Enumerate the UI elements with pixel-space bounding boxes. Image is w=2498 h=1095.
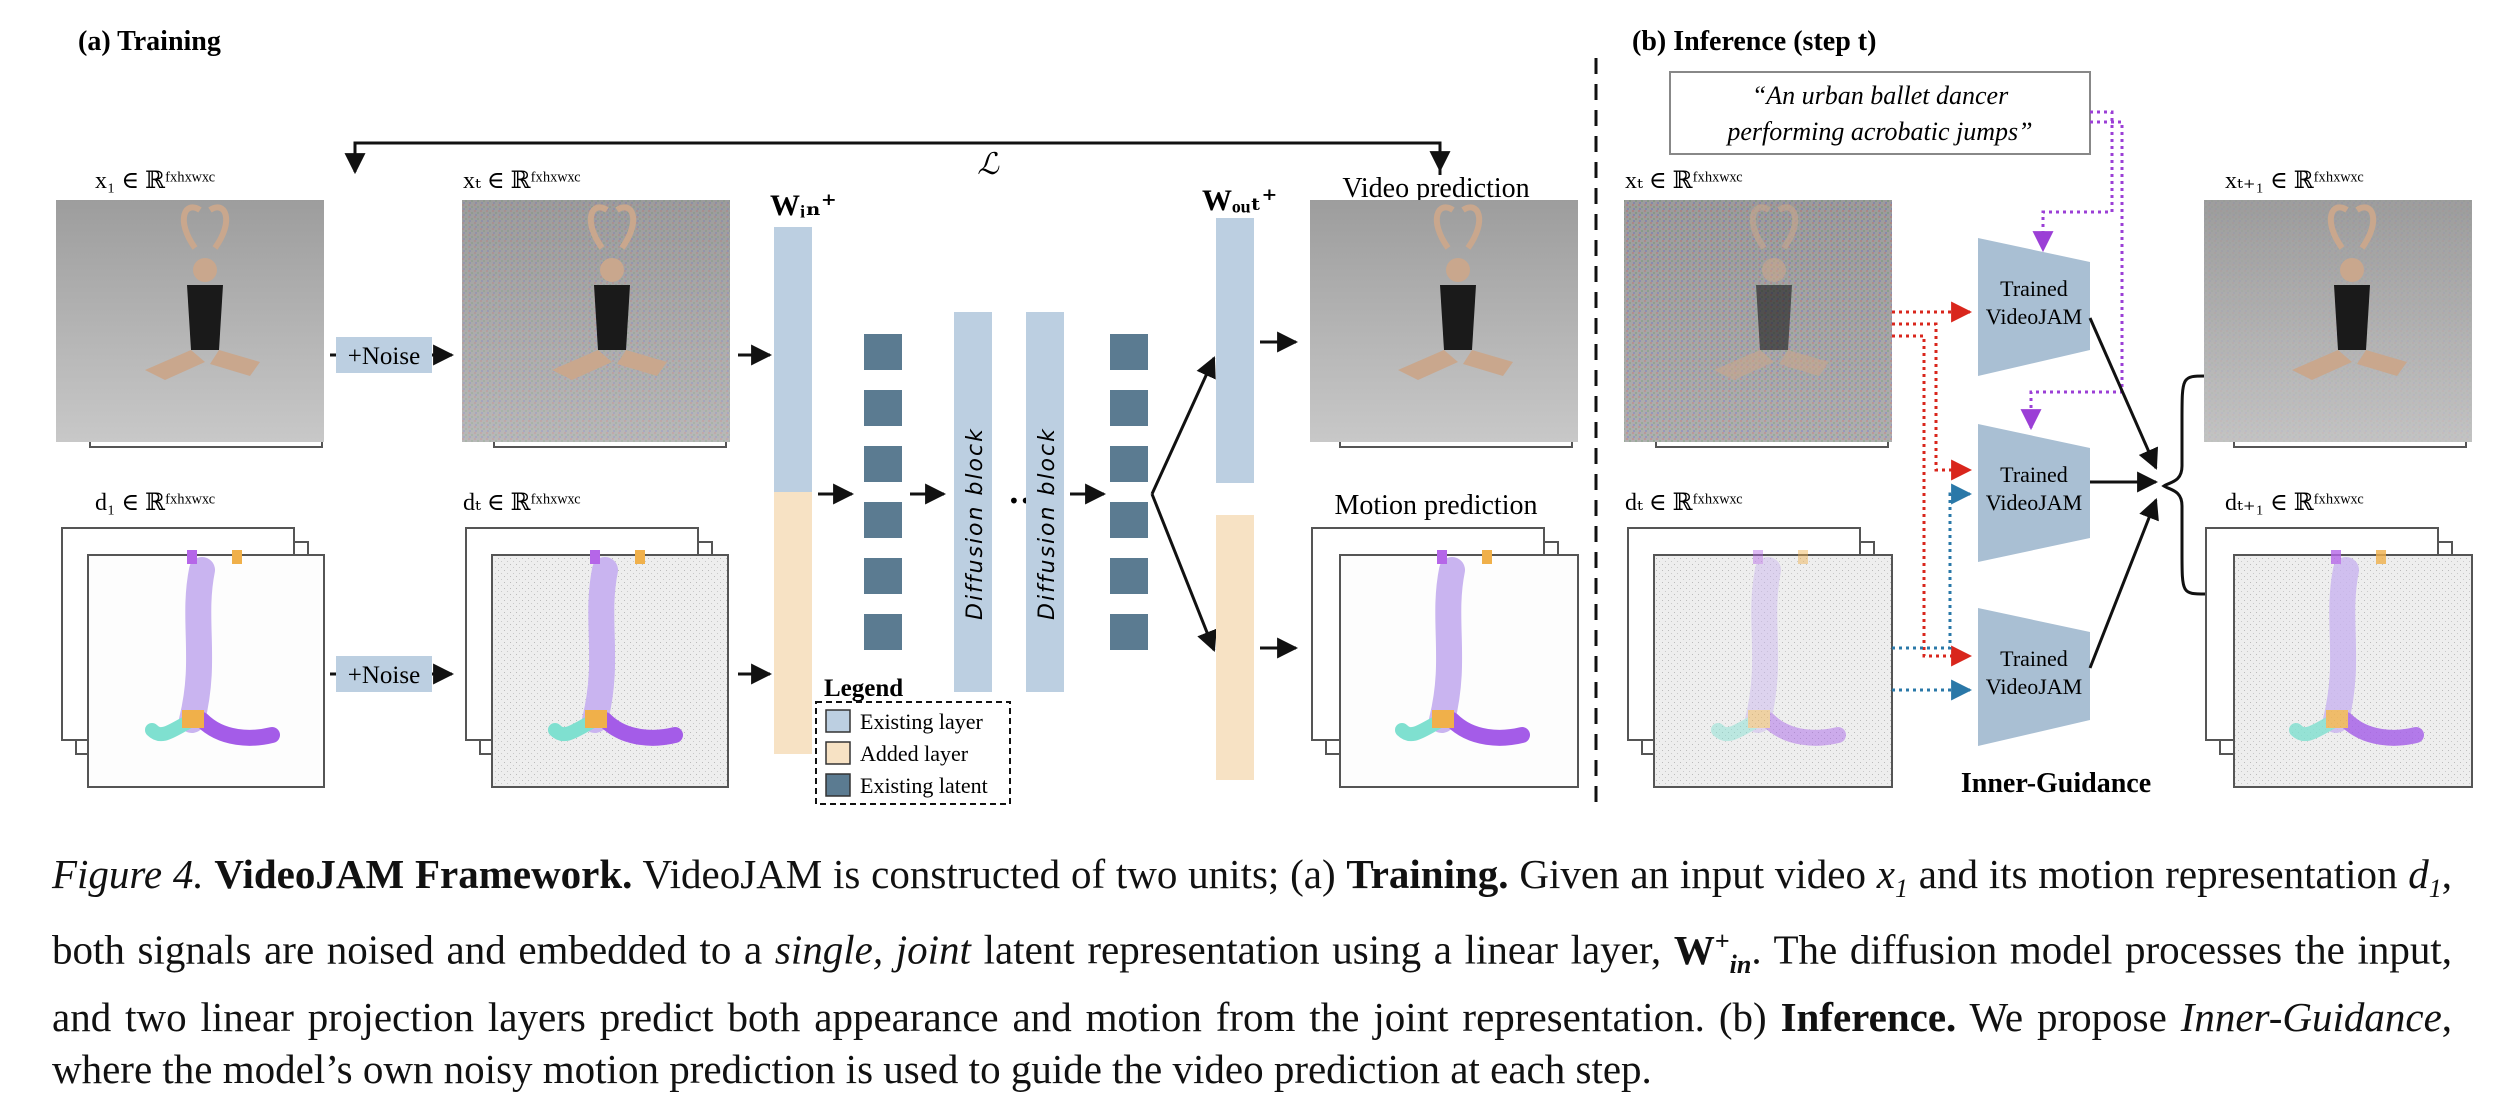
diffusion-block-2 [1026,312,1064,692]
trained-videojam-model-1: Trained VideoJAM [1978,238,2090,376]
caption-inference: Inference. [1780,994,1957,1041]
text-prompt-line-1: “An urban ballet dancer [1752,81,2009,110]
caption-figure-label: Figure 4. [52,851,204,897]
model-1-line-1: Trained [2000,276,2068,301]
dt1-output-motion-stack [2205,527,2473,788]
framework-figure: (a) Training ℒ x₁ ∈ ℝᶠˣʰˣʷˣᶜ xₜ ∈ ℝᶠˣʰˣʷ… [56,26,2473,808]
model-1-line-2: VideoJAM [1986,304,2082,329]
caption-title: VideoJAM Framework. [214,851,633,897]
w-out-label: Wₒᵤₜ⁺ [1202,184,1277,217]
caption-s5: latent representation using a linear lay… [983,926,1662,973]
dt-inference-motion-stack [1627,527,1893,788]
video-prediction-label: Video prediction [1342,173,1529,204]
x1-video-stack [56,200,324,448]
w-out-existing-layer [1216,218,1254,483]
dt-inference-label: dₜ ∈ ℝᶠˣʰˣʷˣᶜ [1625,490,1743,516]
d1-motion-stack [61,527,325,788]
trained-videojam-model-2: Trained VideoJAM [1978,424,2090,562]
model-3-line-2: VideoJAM [1986,674,2082,699]
caption-s7: We propose [1969,994,2167,1041]
latent-column-left [864,334,902,650]
video-to-model-3-arrow [1892,334,1973,667]
model-2-line-2: VideoJAM [1986,490,2082,515]
caption-s1: VideoJAM is constructed of two units; (a… [642,851,1336,897]
text-prompt-line-2: performing acrobatic jumps” [1725,117,2032,146]
panel-a-title: (a) Training [78,26,221,57]
legend-swatch-existing-layer [825,709,851,733]
trained-videojam-model-3: Trained VideoJAM [1978,608,2090,746]
caption-x1: x1 [1876,851,1908,904]
inner-guidance-label: Inner-Guidance [1961,768,2151,799]
dt1-label: dₜ₊₁ ∈ ℝᶠˣʰˣʷˣᶜ [2225,490,2364,516]
legend-swatch-added-layer [825,741,851,765]
noise-label-video: +Noise [348,343,420,370]
caption-w: W+in [1673,926,1752,980]
diffusion-block-1 [954,312,992,692]
prompt-arrow-top [2032,110,2114,253]
legend-swatch-existing-latent [825,773,851,797]
w-in-added-layer [774,492,812,754]
caption-single-joint: single, joint [774,926,971,973]
x1-label: x₁ ∈ ℝᶠˣʰˣʷˣᶜ [95,168,215,194]
xt-label: xₜ ∈ ℝᶠˣʰˣʷˣᶜ [463,168,581,194]
caption-s3: and its motion representation [1918,851,2398,897]
xt1-label: xₜ₊₁ ∈ ℝᶠˣʰˣʷˣᶜ [2225,168,2364,194]
video-to-model-2-arrow [1892,322,1973,481]
xt-inference-label: xₜ ∈ ℝᶠˣʰˣʷˣᶜ [1625,168,1743,194]
d1-label: d₁ ∈ ℝᶠˣʰˣʷˣᶜ [95,490,215,516]
diffusion-block-2-label: Diffusion block [1035,427,1060,620]
w-in-existing-layer [774,227,812,492]
loss-symbol: ℒ [977,148,1000,181]
noise-label-motion: +Noise [348,662,420,689]
caption-training: Training. [1346,851,1509,897]
legend-item-existing-latent: Existing latent [860,773,988,798]
legend: Legend Existing layer Added layer Existi… [815,675,1011,805]
motion-prediction-stack [1311,527,1579,788]
w-in-label: Wᵢₙ⁺ [770,189,837,222]
legend-title: Legend [824,675,903,702]
caption-s8: , where the model’s own noisy motion pre… [52,994,2453,1093]
caption-d1: d1 [2408,851,2442,904]
caption-s6: . The diffusion model processes the inpu… [52,926,2453,1041]
model-3-line-1: Trained [2000,646,2068,671]
latent-column-right [1110,334,1148,650]
dt-label: dₜ ∈ ℝᶠˣʰˣʷˣᶜ [463,490,581,516]
model-2-line-1: Trained [2000,462,2068,487]
motion-prediction-label: Motion prediction [1335,490,1538,521]
motion-to-model-2-arrow [1892,483,1973,650]
figure-caption: Figure 4. VideoJAM Framework. VideoJAM i… [52,848,2452,1095]
dt-noisy-motion-stack [465,527,729,788]
video-prediction-stack [1310,200,1578,448]
caption-s2: Given an input video [1519,851,1866,897]
xt1-output-video-stack [2204,200,2472,448]
diffusion-block-1-label: Diffusion block [963,427,988,620]
legend-item-added-layer: Added layer [860,741,969,766]
w-out-added-layer [1216,515,1254,780]
caption-s4: , both signals are noised and embedded t… [52,851,2453,973]
noise-box-video [336,337,432,373]
xt-inference-video-stack [1624,200,1892,448]
legend-item-existing-layer: Existing layer [860,709,983,734]
caption-inner-guidance: Inner-Guidance [2180,994,2442,1041]
output-brace [2161,374,2207,596]
panel-b-title: (b) Inference (step t) [1632,26,1876,57]
noise-box-motion [336,656,432,692]
xt-noisy-video-stack [462,200,730,448]
